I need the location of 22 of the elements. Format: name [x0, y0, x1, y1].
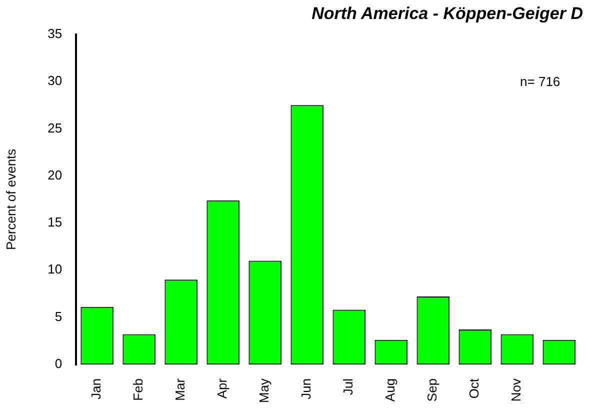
- x-tick-label: Mar: [172, 378, 188, 401]
- y-axis-title: Percent of events: [3, 148, 18, 250]
- x-tick-label: Jan: [88, 378, 104, 400]
- y-tick-label: 5: [54, 308, 62, 324]
- y-tick-label: 35: [48, 26, 62, 41]
- y-tick-label: 15: [48, 214, 62, 230]
- y-tick-label: 25: [48, 120, 62, 136]
- x-tick-label: Jul: [340, 378, 356, 396]
- y-tick-label: 20: [48, 167, 62, 182]
- x-tick-label: Oct: [466, 378, 482, 399]
- x-tick-label: Nov: [508, 378, 524, 402]
- chart-title: North America - Köppen-Geiger D: [312, 4, 583, 23]
- x-tick-label: Feb: [130, 378, 146, 401]
- y-tick-label: 0: [54, 356, 62, 372]
- annotation: n= 716: [520, 74, 560, 89]
- x-tick-label: Apr: [214, 378, 230, 399]
- x-tick-label: Sep: [424, 378, 440, 402]
- x-tick-label: Aug: [382, 378, 398, 402]
- y-tick-label: 30: [48, 73, 62, 88]
- y-tick-label: 10: [48, 262, 62, 277]
- x-tick-label: May: [256, 378, 272, 404]
- x-tick-label: Jun: [298, 378, 314, 400]
